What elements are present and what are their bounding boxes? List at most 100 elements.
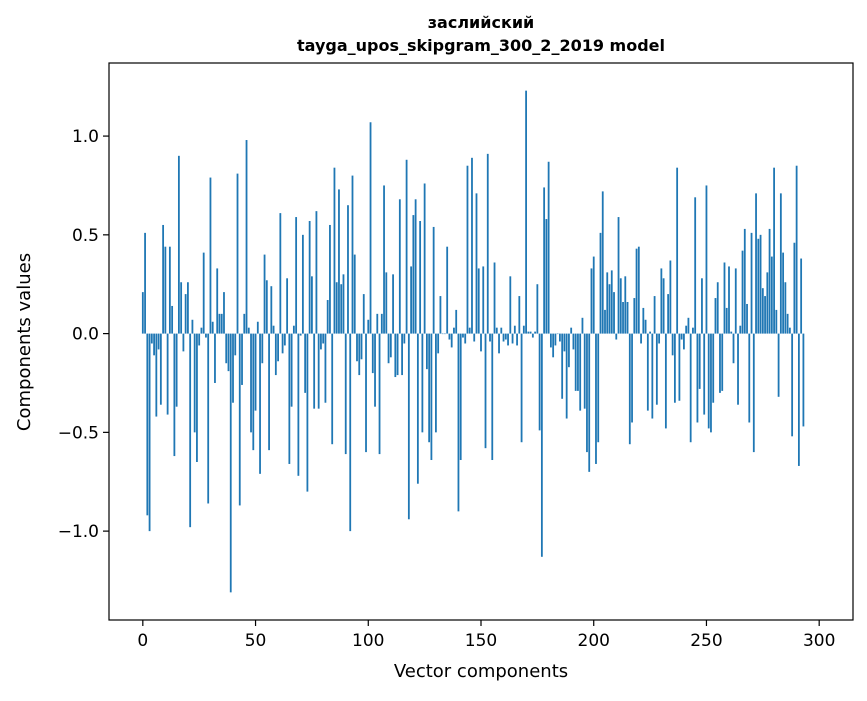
bar-10: [164, 246, 167, 334]
bar-254: [714, 298, 717, 334]
bar-115: [401, 333, 403, 376]
bar-275: [761, 288, 764, 334]
bar-190: [570, 327, 573, 334]
bar-291: [797, 333, 800, 466]
bar-52: [259, 333, 261, 474]
bar-146: [471, 157, 473, 334]
bar-252: [710, 333, 712, 433]
y-tick-label: 0.5: [72, 226, 99, 246]
bar-7: [157, 333, 160, 350]
bar-221: [640, 333, 642, 344]
bar-75: [311, 276, 313, 334]
bar-281: [775, 309, 778, 334]
bar-158: [498, 333, 500, 354]
bar-236: [673, 333, 676, 403]
bar-101: [369, 122, 372, 334]
bar-277: [766, 272, 769, 334]
bar-105: [378, 333, 381, 455]
bar-84: [331, 333, 334, 445]
bar-244: [692, 327, 694, 334]
bar-169: [522, 325, 525, 334]
bar-87: [338, 189, 340, 334]
bar-253: [712, 333, 715, 403]
bar-242: [687, 317, 690, 334]
bar-47: [247, 327, 250, 334]
bar-16: [177, 155, 180, 334]
bar-0: [141, 292, 144, 334]
bar-193: [577, 333, 579, 391]
bar-64: [286, 278, 289, 334]
bar-4: [150, 333, 153, 344]
bar-34: [218, 313, 221, 334]
bar-163: [509, 276, 512, 334]
bar-219: [635, 248, 638, 334]
bar-239: [680, 333, 683, 340]
bar-278: [768, 228, 771, 334]
bar-112: [394, 333, 397, 378]
bar-124: [421, 333, 424, 433]
bar-263: [734, 268, 737, 334]
bar-114: [398, 199, 401, 334]
bar-213: [622, 302, 624, 334]
bar-287: [788, 327, 791, 334]
bar-131: [437, 333, 440, 354]
bars-group: [141, 90, 805, 593]
bar-184: [556, 333, 559, 335]
bar-270: [750, 232, 753, 334]
bar-23: [193, 333, 196, 433]
bar-68: [295, 217, 298, 334]
bar-2: [146, 333, 149, 516]
bar-173: [531, 333, 534, 338]
bar-245: [694, 197, 697, 334]
x-axis-label: Vector components: [394, 661, 568, 682]
bar-192: [574, 333, 577, 391]
bar-96: [358, 333, 361, 376]
bar-35: [220, 313, 223, 334]
bar-118: [407, 333, 410, 520]
bar-274: [759, 234, 762, 334]
bar-54: [263, 254, 266, 334]
bar-155: [491, 333, 494, 461]
bar-88: [340, 284, 343, 334]
x-tick-label: 0: [137, 631, 148, 651]
bar-76: [313, 333, 316, 409]
bar-288: [791, 333, 794, 437]
bar-117: [405, 159, 408, 334]
bar-212: [619, 278, 622, 334]
bar-56: [268, 333, 270, 451]
y-tick-label: −0.5: [58, 423, 99, 443]
bar-82: [326, 300, 329, 334]
bar-5: [153, 333, 155, 356]
bar-222: [642, 307, 645, 334]
y-tick-label: 0.0: [72, 325, 99, 345]
bar-31: [211, 321, 214, 334]
bar-104: [376, 313, 379, 334]
bar-79: [320, 333, 322, 350]
chart-title-line-2: tayga_upos_skipgram_300_2_2019 model: [297, 36, 665, 55]
bar-129: [432, 226, 435, 334]
bar-164: [511, 333, 514, 344]
bar-90: [344, 333, 347, 455]
bar-243: [689, 333, 692, 443]
bar-238: [678, 333, 681, 401]
bar-249: [703, 333, 706, 415]
bar-125: [423, 183, 426, 334]
bar-70: [299, 333, 302, 336]
bar-41: [234, 333, 237, 356]
bar-170: [525, 90, 527, 334]
bar-209: [613, 292, 615, 334]
bar-234: [669, 260, 672, 334]
bar-122: [416, 333, 419, 484]
bar-217: [631, 333, 633, 423]
bar-121: [414, 199, 417, 334]
bar-63: [283, 333, 286, 346]
bar-198: [588, 333, 591, 472]
x-tick-label: 100: [352, 631, 384, 651]
bar-290: [795, 165, 798, 334]
bar-150: [480, 333, 482, 352]
bar-201: [595, 333, 597, 464]
bar-145: [468, 327, 471, 334]
bar-189: [568, 333, 570, 368]
bar-172: [529, 331, 532, 334]
